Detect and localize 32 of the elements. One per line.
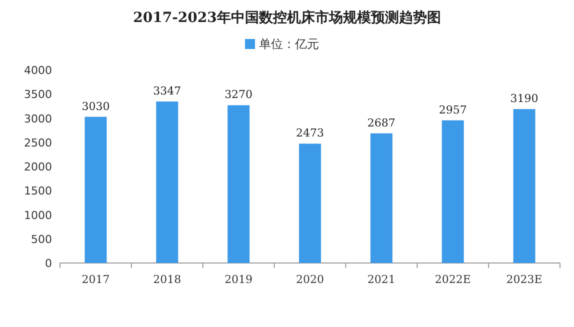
chart-title: 2017-2023年中国数控机床市场规模预测趋势图: [133, 9, 441, 26]
bar: [299, 144, 321, 263]
x-tick-label: 2018: [153, 273, 182, 286]
y-tick-label: 3500: [24, 88, 52, 102]
y-tick-label: 1500: [24, 184, 52, 198]
y-tick-label: 2000: [24, 160, 52, 174]
data-label: 3190: [510, 92, 538, 106]
x-tick-label: 2021: [367, 273, 396, 286]
x-tick-label: 2022E: [434, 273, 471, 286]
x-tick-label: 2019: [224, 273, 253, 286]
bar: [370, 133, 392, 263]
x-tick-label: 2017: [82, 273, 110, 286]
y-tick-label: 2500: [24, 136, 52, 150]
data-label: 2473: [296, 126, 324, 140]
y-tick-label: 4000: [24, 64, 52, 77]
x-tick-label: 2023E: [506, 273, 542, 286]
bar: [442, 120, 464, 263]
data-label: 3347: [153, 84, 182, 98]
bar: [156, 102, 178, 263]
y-tick-label: 500: [31, 232, 52, 246]
x-tick-label: 2020: [296, 273, 324, 286]
bar: [84, 116, 107, 263]
data-label: 3270: [224, 88, 253, 102]
data-label: 2957: [438, 103, 467, 116]
data-label: 3030: [82, 100, 110, 113]
y-tick-label: 1000: [24, 208, 52, 222]
y-tick-label: 0: [45, 257, 52, 270]
legend-label: 单位：亿元: [259, 37, 319, 51]
data-label: 2687: [367, 116, 396, 130]
bar: [228, 105, 250, 263]
bar: [513, 109, 536, 263]
y-tick-label: 3000: [24, 112, 52, 126]
